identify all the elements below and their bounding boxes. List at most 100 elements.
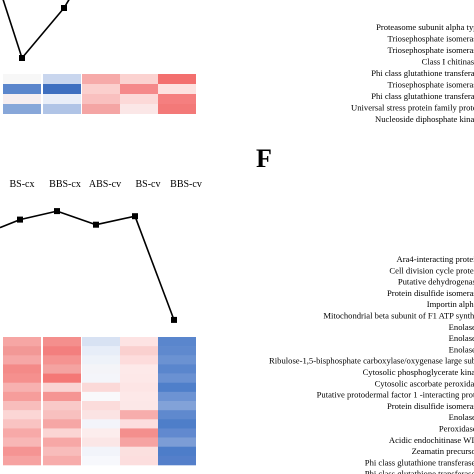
protein-label: Importin alpha xyxy=(427,299,474,309)
protein-label: Phi class glutathione transferase F xyxy=(365,457,474,467)
upper-line-point xyxy=(19,55,25,61)
heatmap-cell xyxy=(82,401,120,411)
heatmap-cell xyxy=(120,84,158,94)
upper-heatmap xyxy=(3,74,196,114)
heatmap-cell xyxy=(82,74,120,84)
upper-line-point xyxy=(61,5,67,11)
heatmap-cell xyxy=(43,419,81,429)
group-label: BBS-cv xyxy=(170,179,202,190)
heatmap-cell xyxy=(3,401,41,411)
heatmap-cell xyxy=(82,346,120,356)
heatmap-cell xyxy=(43,84,81,94)
heatmap-cell xyxy=(120,428,158,438)
heatmap-cell xyxy=(82,437,120,448)
heatmap-cell xyxy=(43,401,81,411)
protein-label: Triosephosphate isomerase xyxy=(387,80,474,90)
heatmap-cell xyxy=(3,94,41,104)
heatmap-cell xyxy=(82,104,120,114)
protein-label: Peroxidase xyxy=(439,424,474,434)
protein-label: Phi class glutathione transferase F xyxy=(365,469,474,474)
heatmap-cell xyxy=(120,74,158,84)
protein-label: Cytosolic ascorbate peroxidase xyxy=(375,378,474,388)
protein-label: Cell division cycle protein xyxy=(389,265,474,275)
heatmap-cell xyxy=(43,410,81,420)
heatmap-cell xyxy=(43,446,81,457)
upper-line-segment xyxy=(21,7,65,59)
protein-label: Enolase xyxy=(449,322,474,332)
heatmap-cell xyxy=(120,446,158,457)
heatmap-cell xyxy=(120,419,158,429)
heatmap-cell xyxy=(43,94,81,104)
heatmap-cell xyxy=(3,428,41,438)
heatmap-cell xyxy=(158,437,196,448)
heatmap-cell xyxy=(158,401,196,411)
heatmap-cell xyxy=(158,446,196,457)
heatmap-cell xyxy=(43,455,81,466)
heatmap-cell xyxy=(120,346,158,356)
heatmap-cell xyxy=(3,355,41,365)
heatmap-cell xyxy=(158,346,196,356)
heatmap-cell xyxy=(82,455,120,466)
heatmap-cell xyxy=(82,382,120,393)
heatmap-cell xyxy=(43,104,81,114)
heatmap-cell xyxy=(43,373,81,384)
line-point xyxy=(132,213,138,220)
heatmap-cell xyxy=(43,337,81,347)
heatmap-cell xyxy=(3,391,41,402)
upper-protein-list: Proteasome subunit alpha type Triosephosp… xyxy=(351,22,474,124)
protein-label: Ara4-interacting protein xyxy=(397,254,474,264)
protein-label: Enolase xyxy=(449,412,474,422)
heatmap-cell xyxy=(3,437,41,448)
heatmap-cell xyxy=(120,364,158,374)
heatmap-cell xyxy=(43,364,81,374)
heatmap-cell xyxy=(158,373,196,384)
protein-label: Zeamatin precursor xyxy=(412,446,474,456)
protein-label: Protein disulfide isomerase xyxy=(387,401,474,411)
heatmap-cell xyxy=(158,84,196,94)
heatmap-cell xyxy=(43,74,81,84)
protein-label: Universal stress protein family protein xyxy=(351,103,474,113)
upper-line-segment xyxy=(2,0,23,59)
heatmap-cell xyxy=(158,410,196,420)
line-point xyxy=(54,208,60,215)
upper-line-profile xyxy=(2,0,70,61)
group-label: ABS-cv xyxy=(89,179,121,190)
line-segment xyxy=(95,215,136,226)
heatmap-cell xyxy=(43,391,81,402)
heatmap-cell xyxy=(3,337,41,347)
heatmap-cell xyxy=(120,455,158,466)
lower-line-chart xyxy=(0,208,177,323)
heatmap-cell xyxy=(158,382,196,393)
protein-label: Acidic endochitinase WIN xyxy=(389,435,474,445)
heatmap-cell xyxy=(120,391,158,402)
heatmap-cell xyxy=(120,410,158,420)
heatmap-cell xyxy=(120,437,158,448)
heatmap-cell xyxy=(120,401,158,411)
line-point xyxy=(17,216,23,223)
protein-label: Enolase xyxy=(449,344,474,354)
heatmap-cell xyxy=(158,94,196,104)
heatmap-cell xyxy=(158,391,196,402)
protein-label: Putative protodermal factor 1 -interacti… xyxy=(317,390,474,400)
heatmap-cell xyxy=(43,437,81,448)
heatmap-cell xyxy=(3,410,41,420)
heatmap-cell xyxy=(3,104,41,114)
heatmap-cell xyxy=(3,382,41,393)
heatmap-cell xyxy=(3,74,41,84)
heatmap-cell xyxy=(3,84,41,94)
line-point xyxy=(93,221,99,228)
heatmap-cell xyxy=(158,355,196,365)
heatmap-cell xyxy=(158,419,196,429)
protein-label: Triosephosphate isomerase xyxy=(387,45,474,55)
group-label: BBS-cx xyxy=(49,179,81,190)
protein-label: Proteasome subunit alpha type xyxy=(376,22,474,32)
panel-letter-f: F xyxy=(256,144,272,173)
heatmap-cell xyxy=(158,428,196,438)
heatmap-cell xyxy=(3,419,41,429)
lower-heatmap xyxy=(3,337,196,466)
heatmap-cell xyxy=(43,428,81,438)
heatmap-cell xyxy=(3,346,41,356)
heatmap-cell xyxy=(43,355,81,365)
